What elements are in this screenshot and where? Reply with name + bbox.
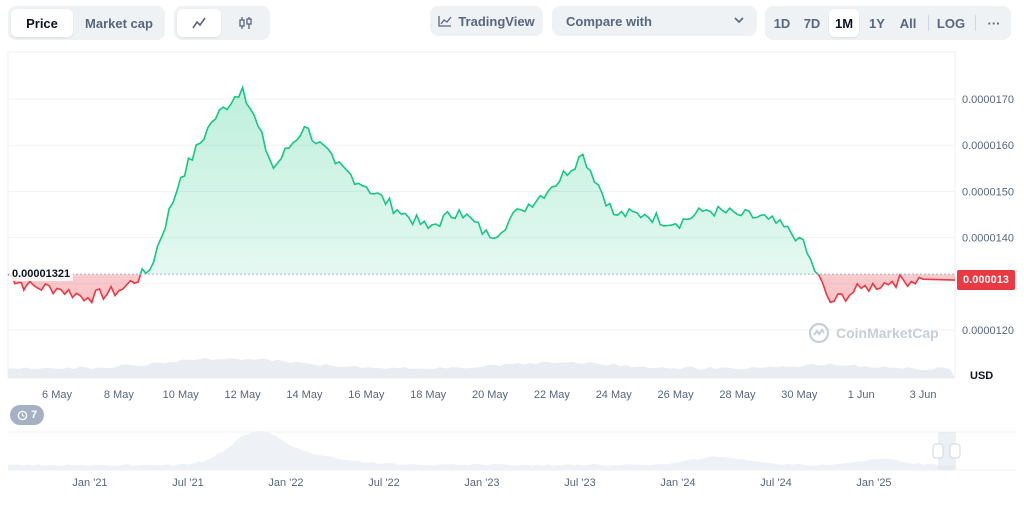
navigator-label: Jul '22 bbox=[368, 477, 399, 489]
navigator-handle-left bbox=[932, 443, 944, 459]
y-tick-label: 0.0000160 bbox=[962, 140, 1014, 152]
x-tick-label: 12 May bbox=[225, 389, 262, 401]
more-button[interactable]: ··· bbox=[987, 15, 1001, 31]
navigator-label: Jul '23 bbox=[564, 477, 595, 489]
volume-bars bbox=[8, 357, 955, 378]
chart-type-toggle bbox=[174, 6, 270, 40]
navigator[interactable]: Jan '21 Jul '21 Jan '22 Jul '22 Jan '23 Jul '… bbox=[8, 430, 1016, 489]
x-tick-label: 26 May bbox=[658, 389, 695, 401]
range-divider bbox=[928, 15, 929, 31]
compare-select[interactable]: Compare with bbox=[552, 6, 757, 36]
x-tick-label: 28 May bbox=[719, 389, 756, 401]
log-button[interactable]: LOG bbox=[936, 15, 966, 31]
navigator-selection bbox=[938, 432, 956, 470]
x-tick-label: 20 May bbox=[472, 389, 509, 401]
x-axis: 6 May 8 May 10 May 12 May 14 May 16 May 18 May… bbox=[42, 389, 936, 401]
x-tick-label: 14 May bbox=[286, 389, 323, 401]
price-area bbox=[8, 87, 955, 303]
current-price-badge: 0.000013 bbox=[957, 270, 1015, 290]
line-chart-icon bbox=[192, 17, 206, 29]
chevron-down-icon bbox=[734, 17, 744, 24]
x-tick-label: 24 May bbox=[596, 389, 633, 401]
baseline-label: 0.00001321 bbox=[9, 267, 74, 281]
navigator-area bbox=[8, 430, 955, 470]
range-1d-button[interactable]: 1D bbox=[773, 15, 791, 31]
down-area bbox=[8, 274, 955, 303]
navigator-label: Jan '23 bbox=[464, 477, 499, 489]
x-tick-label: 22 May bbox=[534, 389, 571, 401]
history-icon bbox=[17, 410, 28, 420]
up-area bbox=[8, 87, 819, 275]
navigator-label: Jan '22 bbox=[268, 477, 303, 489]
y-axis: 0.0000170 0.0000160 0.0000150 0.0000140 0.00… bbox=[962, 94, 1014, 337]
tradingview-button[interactable]: TradingView bbox=[430, 6, 543, 36]
metric-toggle: Price Market cap bbox=[8, 6, 165, 40]
x-tick-label: 1 Jun bbox=[848, 389, 875, 401]
watermark: CoinMarketCap bbox=[808, 322, 939, 344]
coinmarketcap-logo-icon bbox=[808, 322, 830, 344]
y-tick-label: 0.0000140 bbox=[962, 233, 1014, 245]
range-7d-button[interactable]: 7D bbox=[803, 15, 821, 31]
watermark-text: CoinMarketCap bbox=[836, 325, 939, 341]
price-line-up bbox=[7, 84, 901, 275]
x-tick-label: 8 May bbox=[104, 389, 134, 401]
market-cap-tab[interactable]: Market cap bbox=[85, 15, 153, 31]
navigator-label: Jul '21 bbox=[172, 477, 203, 489]
trend-icon bbox=[438, 16, 452, 27]
x-tick-label: 30 May bbox=[781, 389, 818, 401]
x-tick-label: 10 May bbox=[163, 389, 200, 401]
price-line bbox=[7, 84, 956, 305]
volume-area bbox=[8, 357, 955, 378]
compare-label: Compare with bbox=[566, 13, 652, 29]
y-tick-label: 0.0000150 bbox=[962, 186, 1014, 198]
navigator-label: Jan '21 bbox=[72, 477, 107, 489]
x-tick-label: 3 Jun bbox=[910, 389, 937, 401]
y-tick-label: 0.0000120 bbox=[962, 325, 1014, 337]
price-tab[interactable]: Price bbox=[11, 9, 73, 37]
x-tick-label: 16 May bbox=[348, 389, 385, 401]
tradingview-label: TradingView bbox=[458, 13, 535, 29]
range-all-button[interactable]: All bbox=[899, 15, 917, 31]
line-chart-button[interactable] bbox=[177, 9, 221, 37]
events-badge[interactable]: 7 bbox=[10, 405, 44, 425]
x-tick-label: 18 May bbox=[410, 389, 447, 401]
navigator-label: Jan '24 bbox=[660, 477, 695, 489]
candlestick-icon bbox=[239, 17, 252, 29]
navigator-handle-right bbox=[949, 443, 961, 459]
range-selector: 1D 7D 1M 1Y All LOG ··· bbox=[765, 6, 1011, 40]
navigator-label: Jul '24 bbox=[760, 477, 791, 489]
range-divider bbox=[975, 15, 976, 31]
range-1y-button[interactable]: 1Y bbox=[869, 15, 885, 31]
y-tick-label: 0.0000170 bbox=[962, 94, 1014, 106]
range-1m-button[interactable]: 1M bbox=[829, 9, 859, 37]
x-tick-label: 6 May bbox=[42, 389, 72, 401]
navigator-label: Jan '25 bbox=[856, 477, 891, 489]
currency-label: USD bbox=[970, 370, 994, 382]
candlestick-button[interactable] bbox=[224, 9, 268, 37]
events-count: 7 bbox=[30, 409, 38, 421]
